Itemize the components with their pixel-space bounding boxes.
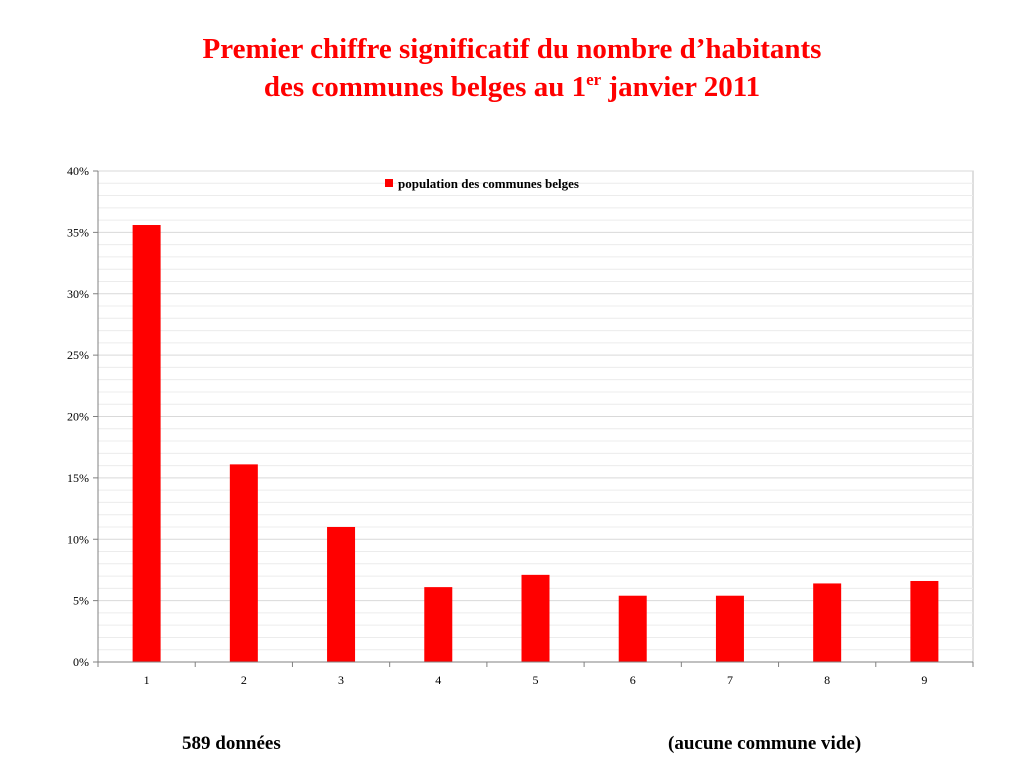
title-line-1: Premier chiffre significatif du nombre d… — [202, 33, 822, 65]
axis-layer: 0% 5% 10% 15% 20% 25% 30% 35% 40% 1 2 3 4 5 6 7 8 9 — [67, 164, 974, 687]
y-tick-label: 20% — [67, 410, 89, 424]
footer-data-count: 589 données — [182, 733, 281, 754]
title-superscript: er — [586, 70, 602, 89]
bar-layer — [132, 225, 939, 662]
legend-label: population des communes belges — [398, 176, 579, 191]
y-tick-label: 25% — [67, 348, 89, 362]
legend: population des communes belges — [385, 176, 579, 191]
x-tick-label: 4 — [435, 673, 441, 687]
bar — [424, 587, 453, 662]
bar — [813, 583, 842, 662]
title-line-2-post: janvier 2011 — [601, 71, 761, 103]
legend-swatch — [385, 179, 393, 187]
y-tick-label: 35% — [67, 225, 89, 239]
bar — [910, 580, 939, 662]
x-tick-label: 8 — [824, 673, 830, 687]
y-tick-label: 40% — [67, 164, 89, 178]
y-tick-label: 30% — [67, 287, 89, 301]
x-tick-label: 2 — [241, 673, 247, 687]
x-tick-label: 7 — [727, 673, 733, 687]
y-tick-label: 5% — [73, 594, 89, 608]
footer-note: (aucune commune vide) — [668, 733, 862, 754]
x-tick-label: 9 — [921, 673, 927, 687]
y-tick-label: 15% — [67, 471, 89, 485]
bar — [715, 595, 744, 662]
bar — [229, 464, 258, 662]
bar-chart: 0% 5% 10% 15% 20% 25% 30% 35% 40% 1 2 3 4 5 6 7 8 9 popul… — [67, 164, 974, 687]
title-line-2: des communes belges au 1er janvier 2011 — [0, 68, 1024, 106]
x-tick-label: 3 — [338, 673, 344, 687]
x-tick-label: 1 — [144, 673, 150, 687]
title-line-2-pre: des communes belges au 1 — [263, 71, 587, 103]
bar — [521, 574, 550, 662]
bar — [618, 595, 647, 662]
y-tick-label: 10% — [67, 532, 89, 546]
y-tick-label: 0% — [73, 655, 89, 669]
x-tick-label: 6 — [630, 673, 636, 687]
bar — [327, 526, 356, 662]
slide-title: Premier chiffre significatif du nombre d… — [0, 30, 1024, 106]
x-tick-label: 5 — [533, 673, 539, 687]
bar — [132, 225, 161, 662]
